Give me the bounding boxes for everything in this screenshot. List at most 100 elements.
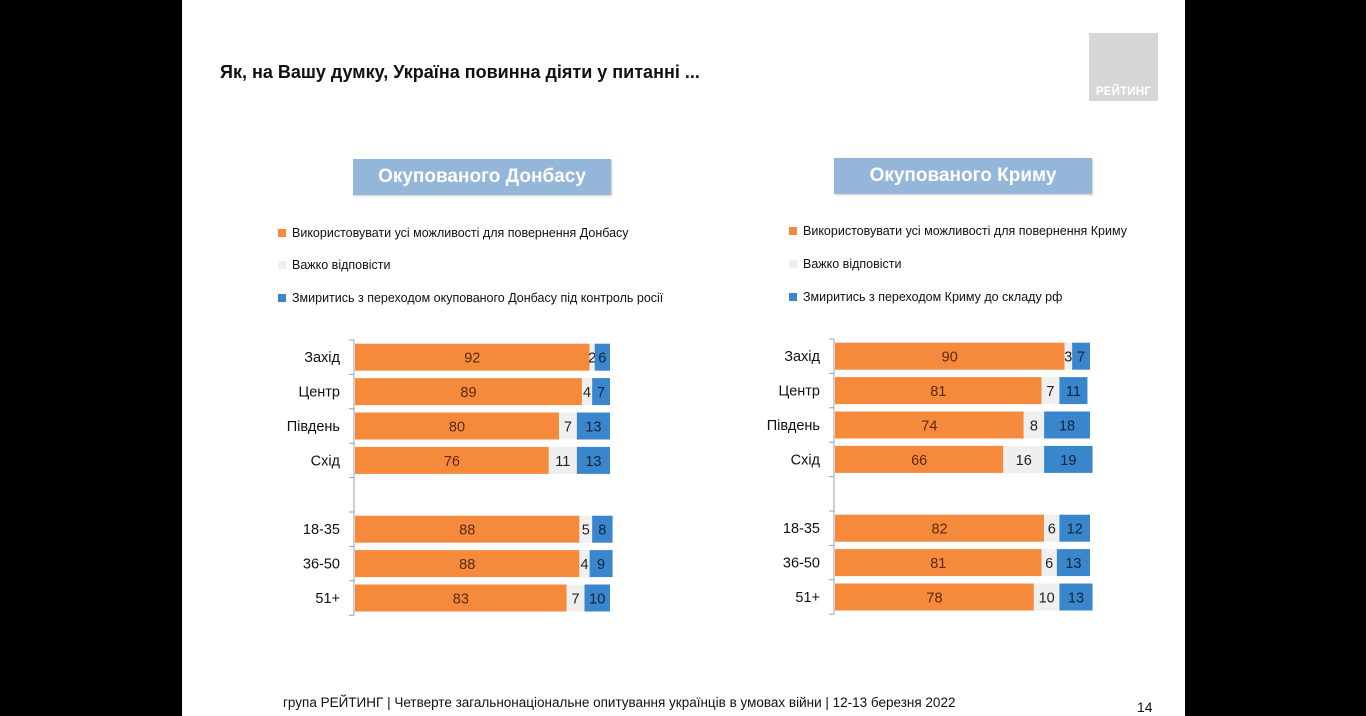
data-label: 81 bbox=[930, 384, 946, 400]
bar-segment-hard-to-say bbox=[559, 412, 577, 440]
bar-segment-hard-to-say bbox=[1044, 514, 1060, 542]
bar-segment-hard-to-say bbox=[1023, 411, 1045, 439]
data-label: 3 bbox=[1064, 350, 1072, 366]
legend-label: Важко відповісти bbox=[292, 258, 391, 272]
bar-segment-accept bbox=[1072, 342, 1090, 370]
bar-segment-accept bbox=[589, 550, 613, 578]
data-label: 18 bbox=[1059, 419, 1075, 435]
data-label: 11 bbox=[1066, 384, 1081, 400]
bar-segment-accept bbox=[594, 343, 610, 371]
data-label: 80 bbox=[449, 420, 465, 436]
data-label: 83 bbox=[453, 592, 469, 608]
data-label: 9 bbox=[597, 557, 605, 573]
data-label: 88 bbox=[459, 523, 475, 539]
bar-segment-hard-to-say bbox=[579, 515, 593, 543]
data-label: 8 bbox=[1030, 419, 1038, 435]
bar-segment-return bbox=[835, 342, 1065, 370]
legend-label: Використовувати усі можливості для повер… bbox=[803, 224, 1127, 238]
donbas-legend-item-accept: Змиритись з переходом окупованого Донбас… bbox=[278, 291, 663, 305]
category-label: 36-50 bbox=[783, 556, 820, 572]
data-label: 76 bbox=[444, 454, 460, 470]
data-label: 7 bbox=[564, 420, 572, 436]
bar-segment-accept bbox=[1059, 377, 1088, 405]
data-label: 88 bbox=[459, 557, 475, 573]
data-label: 66 bbox=[911, 453, 927, 469]
bar-segment-accept bbox=[576, 446, 610, 474]
logo-text: РЕЙТИНГ bbox=[1095, 86, 1152, 98]
bar-segment-return bbox=[355, 412, 559, 440]
data-label: 10 bbox=[589, 592, 605, 608]
bar-segment-hard-to-say bbox=[589, 343, 595, 371]
data-label: 11 bbox=[555, 454, 570, 470]
category-label: Центр bbox=[778, 384, 820, 400]
donbas-legend-item-hard-to-say: Важко відповісти bbox=[278, 258, 391, 272]
bar-segment-accept bbox=[576, 412, 610, 440]
bar-segment-hard-to-say bbox=[1041, 549, 1057, 577]
donbas-header: Окупованого Донбасу bbox=[353, 159, 611, 195]
rating-logo: РЕЙТИНГ bbox=[1089, 33, 1158, 101]
bar-segment-accept bbox=[1044, 445, 1093, 473]
category-label: Схід bbox=[791, 452, 821, 468]
bar-segment-return bbox=[355, 378, 582, 406]
category-label: Центр bbox=[298, 385, 340, 401]
bar-segment-hard-to-say bbox=[548, 446, 577, 474]
bar-segment-accept bbox=[584, 584, 610, 612]
bar-segment-hard-to-say bbox=[1033, 583, 1060, 611]
bar-segment-accept bbox=[1056, 549, 1090, 577]
bar-segment-return bbox=[355, 550, 580, 578]
bar-segment-return bbox=[835, 514, 1045, 542]
crimea-legend-item-hard-to-say: Важко відповісти bbox=[789, 257, 902, 271]
bar-segment-hard-to-say bbox=[581, 378, 593, 406]
data-label: 74 bbox=[921, 419, 937, 435]
data-label: 7 bbox=[1046, 384, 1054, 400]
data-label: 2 bbox=[588, 351, 596, 367]
crimea-legend-item-accept: Змиритись з переходом Криму до складу рф bbox=[789, 290, 1062, 304]
bar-segment-hard-to-say bbox=[579, 550, 590, 578]
slide-title: Як, на Вашу думку, Україна повинна діяти… bbox=[220, 62, 700, 82]
legend-label: Змиритись з переходом Криму до складу рф bbox=[803, 290, 1063, 304]
category-label: Південь bbox=[287, 419, 340, 435]
bar-segment-return bbox=[355, 446, 549, 474]
data-label: 6 bbox=[598, 351, 606, 367]
category-label: 51+ bbox=[795, 590, 820, 606]
data-label: 16 bbox=[1016, 453, 1032, 469]
data-label: 7 bbox=[572, 592, 580, 608]
bar-segment-accept bbox=[1044, 411, 1090, 439]
data-label: 89 bbox=[460, 385, 476, 401]
category-label: 36-50 bbox=[303, 557, 340, 573]
category-label: Захід bbox=[784, 349, 820, 365]
data-label: 4 bbox=[580, 557, 588, 573]
donbas-legend-item-return: Використовувати усі можливості для повер… bbox=[278, 226, 629, 240]
bar-segment-accept bbox=[1059, 514, 1090, 542]
legend-label: Важко відповісти bbox=[803, 257, 902, 271]
orange-swatch-icon bbox=[789, 227, 797, 235]
data-label: 6 bbox=[1048, 522, 1056, 538]
legend-label: Використовувати усі можливості для повер… bbox=[292, 226, 629, 240]
bar-segment-hard-to-say bbox=[1003, 445, 1045, 473]
data-label: 5 bbox=[582, 523, 590, 539]
bar-segment-return bbox=[835, 549, 1042, 577]
bar-segment-return bbox=[835, 411, 1024, 439]
crimea-header: Окупованого Криму bbox=[834, 158, 1092, 194]
bar-segment-accept bbox=[1059, 583, 1093, 611]
blue-swatch-icon bbox=[278, 294, 286, 302]
gray-swatch-icon bbox=[278, 261, 286, 269]
gray-swatch-icon bbox=[789, 260, 797, 268]
bar-segment-accept bbox=[592, 378, 610, 406]
bar-segment-hard-to-say bbox=[566, 584, 585, 612]
bar-segment-return bbox=[355, 343, 590, 371]
data-label: 19 bbox=[1060, 453, 1076, 469]
data-label: 82 bbox=[931, 522, 947, 538]
page-number: 14 bbox=[1137, 699, 1153, 715]
data-label: 7 bbox=[597, 385, 605, 401]
data-label: 6 bbox=[1045, 556, 1053, 572]
crimea-legend-item-return: Використовувати усі можливості для повер… bbox=[789, 224, 1127, 238]
bar-segment-hard-to-say bbox=[1041, 377, 1060, 405]
data-label: 13 bbox=[585, 454, 601, 470]
bar-segment-return bbox=[835, 583, 1034, 611]
category-label: 51+ bbox=[315, 591, 340, 607]
data-label: 10 bbox=[1039, 591, 1055, 607]
data-label: 90 bbox=[942, 350, 958, 366]
